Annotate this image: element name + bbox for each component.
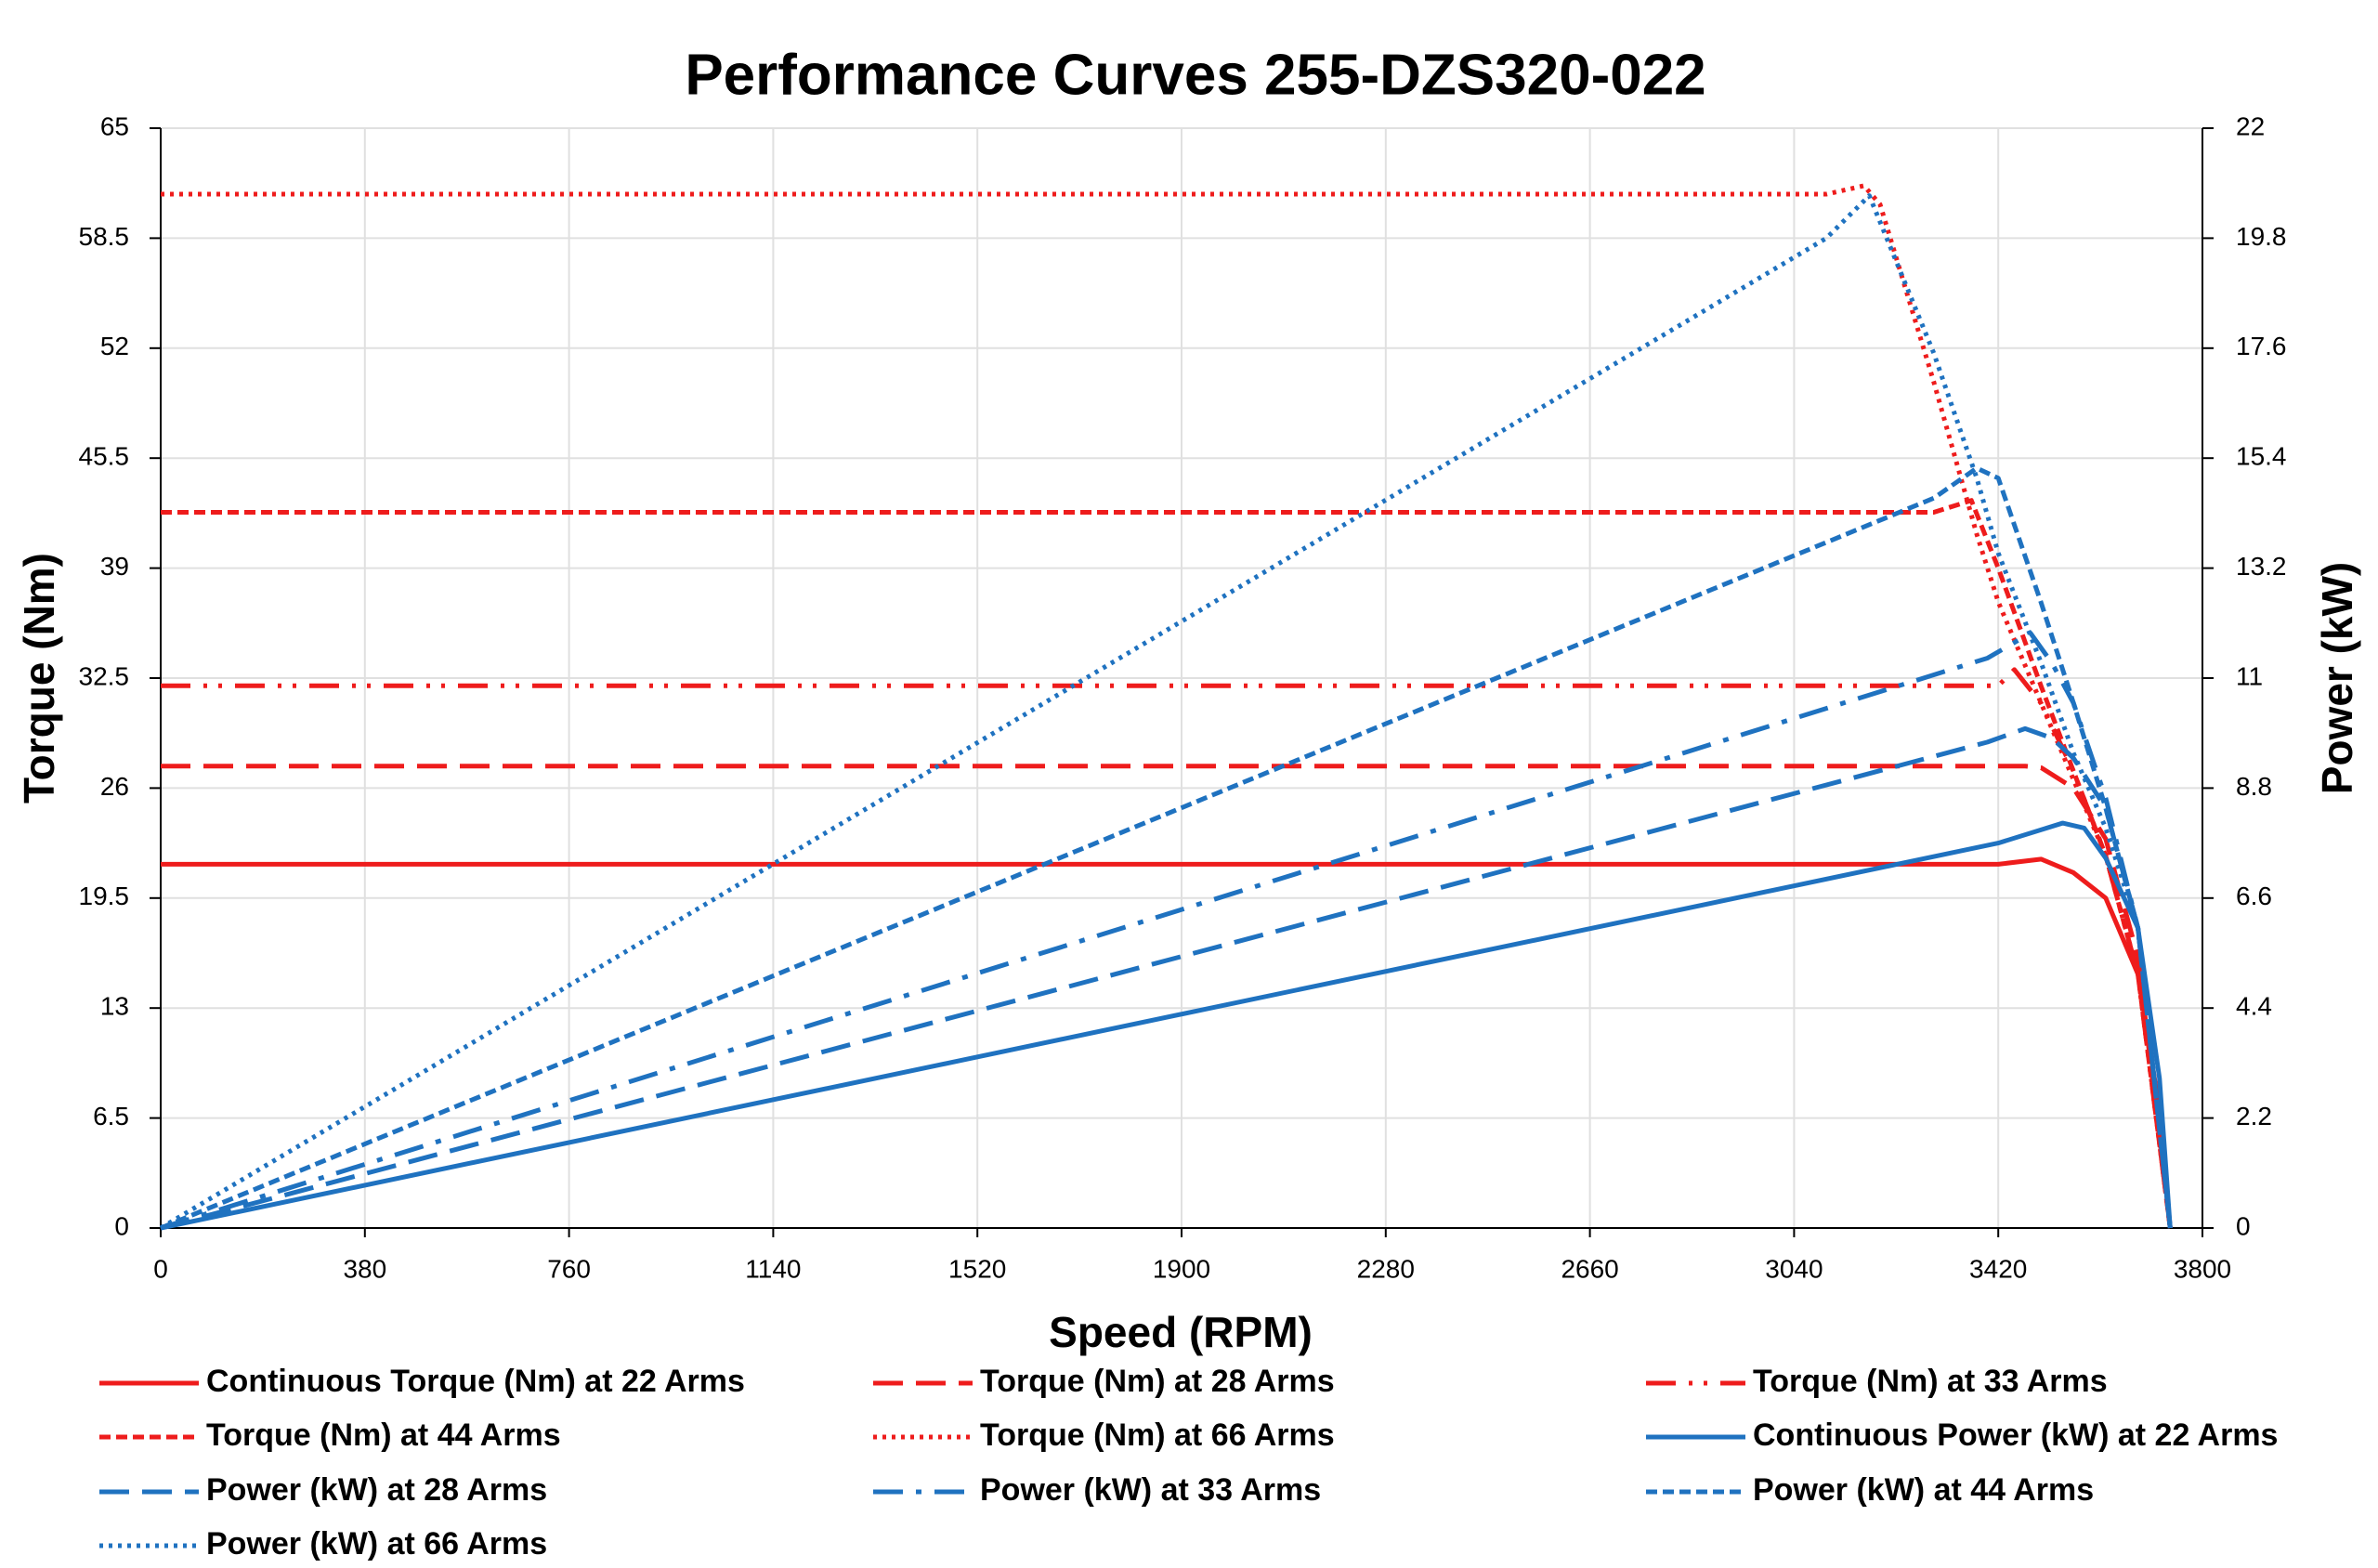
x-tick-label: 0 — [153, 1254, 168, 1283]
chart-title: Performance Curves 255-DZS320-022 — [685, 43, 1705, 107]
y2-tick-label: 11 — [2236, 661, 2263, 690]
y-tick-label: 58.5 — [79, 222, 130, 251]
x-tick-label: 2660 — [1561, 1254, 1618, 1283]
series-line — [160, 465, 2173, 1231]
y2-tick-label: 22 — [2236, 111, 2265, 140]
y2-tick-label: 19.8 — [2236, 222, 2287, 251]
legend-label: Torque (Nm) at 66 Arms — [980, 1418, 1335, 1453]
y2-tick-label: 4.4 — [2236, 992, 2272, 1021]
legend-label: Torque (Nm) at 28 Arms — [980, 1364, 1335, 1399]
legend-label: Power (kW) at 33 Arms — [980, 1472, 1321, 1508]
y-tick-label: 13 — [100, 992, 129, 1021]
y-tick-label: 26 — [100, 772, 129, 801]
x-axis-title: Speed (RPM) — [1049, 1308, 1313, 1356]
series-line — [161, 667, 2173, 1229]
x-tick-label: 1140 — [745, 1254, 801, 1283]
series-line — [160, 631, 2173, 1231]
y2-tick-label: 2.2 — [2236, 1102, 2272, 1130]
y2-tick-label: 15.4 — [2236, 442, 2287, 471]
y2-tick-label: 8.8 — [2236, 772, 2272, 801]
y2-tick-label: 17.6 — [2236, 332, 2287, 360]
x-tick-label: 1900 — [1153, 1254, 1210, 1283]
y-tick-label: 65 — [100, 111, 129, 140]
y2-tick-label: 0 — [2236, 1211, 2251, 1240]
legend-label: Continuous Power (kW) at 22 Arms — [1753, 1418, 2278, 1453]
y-tick-label: 52 — [100, 332, 129, 360]
x-tick-label: 3800 — [2174, 1254, 2231, 1283]
legend-label: Continuous Torque (Nm) at 22 Arms — [206, 1364, 745, 1399]
x-tick-label: 1520 — [948, 1254, 1006, 1283]
series-line — [161, 183, 2173, 1229]
y-tick-label: 39 — [100, 552, 129, 581]
y2-tick-label: 6.6 — [2236, 882, 2272, 910]
y-tick-label: 0 — [114, 1211, 129, 1240]
legend-label: Power (kW) at 44 Arms — [1753, 1472, 2094, 1508]
legend-label: Torque (Nm) at 44 Arms — [206, 1418, 561, 1453]
legend-label: Torque (Nm) at 33 Arms — [1753, 1364, 2108, 1399]
y2-tick-label: 13.2 — [2236, 552, 2287, 581]
x-tick-label: 380 — [343, 1254, 386, 1283]
x-tick-label: 760 — [547, 1254, 591, 1283]
series-line — [160, 725, 2173, 1231]
y2-axis-title: Power (kW) — [2313, 562, 2361, 794]
series-line — [161, 764, 2173, 1229]
y-tick-label: 19.5 — [79, 882, 130, 910]
y-tick-label: 32.5 — [79, 661, 130, 690]
series-line — [159, 193, 2173, 1231]
y-axis-title: Torque (Nm) — [15, 553, 63, 804]
series-line — [160, 820, 2173, 1231]
legend-label: Power (kW) at 28 Arms — [206, 1472, 547, 1508]
x-tick-label: 2280 — [1357, 1254, 1415, 1283]
x-tick-label: 3420 — [1969, 1254, 2027, 1283]
y-tick-label: 45.5 — [79, 442, 130, 471]
y-tick-label: 6.5 — [93, 1102, 129, 1130]
legend-label: Power (kW) at 66 Arms — [206, 1526, 547, 1561]
x-tick-label: 3040 — [1765, 1254, 1823, 1283]
